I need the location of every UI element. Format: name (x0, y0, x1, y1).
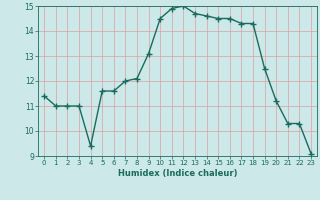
X-axis label: Humidex (Indice chaleur): Humidex (Indice chaleur) (118, 169, 237, 178)
